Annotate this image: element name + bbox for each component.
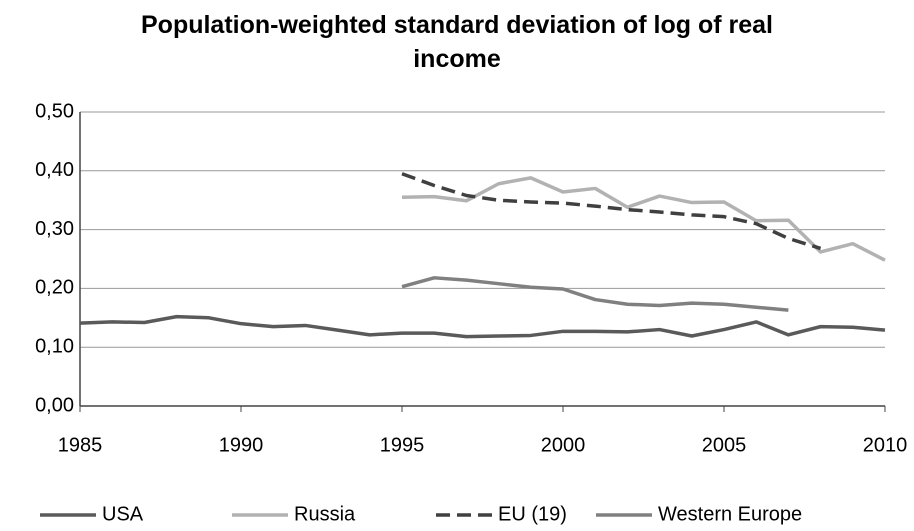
title-box: Population-weighted standard deviation o… — [141, 11, 773, 73]
y-tick-label: 0,00 — [35, 394, 74, 416]
x-tick-label: 2000 — [541, 434, 586, 456]
chart-title: Population-weighted standard deviation o… — [141, 11, 773, 73]
series-line — [401, 172, 822, 251]
x-tick-label: 1995 — [380, 434, 425, 456]
legend-label: Russia — [294, 503, 356, 525]
x-tick-label: 1985 — [58, 434, 103, 456]
legend-label: EU (19) — [498, 503, 567, 525]
x-tick-label: 1990 — [219, 434, 264, 456]
y-tick-label: 0,10 — [35, 335, 74, 357]
y-tick-label: 0,40 — [35, 159, 74, 181]
y-tick-label: 0,50 — [35, 100, 74, 122]
y-tick-label: 0,30 — [35, 218, 74, 240]
y-tick-label: 0,20 — [35, 277, 74, 299]
series-line — [401, 276, 789, 312]
x-tick-label: 2010 — [863, 434, 908, 456]
legend-label: Western Europe — [658, 503, 802, 525]
legend-label: USA — [102, 503, 144, 525]
x-tick-label: 2005 — [702, 434, 747, 456]
series-line — [401, 176, 886, 262]
series-line — [79, 314, 886, 339]
